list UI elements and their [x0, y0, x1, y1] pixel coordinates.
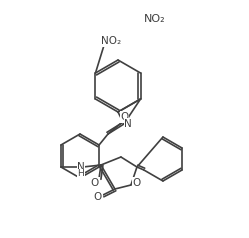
- Text: O: O: [121, 112, 129, 122]
- Text: O: O: [94, 192, 102, 202]
- Text: H: H: [78, 169, 84, 178]
- Text: O: O: [91, 178, 99, 188]
- Text: N: N: [77, 162, 85, 172]
- Text: NO₂: NO₂: [101, 36, 122, 46]
- Text: N: N: [124, 119, 132, 129]
- Text: NO₂: NO₂: [144, 14, 166, 24]
- Text: O: O: [133, 178, 141, 188]
